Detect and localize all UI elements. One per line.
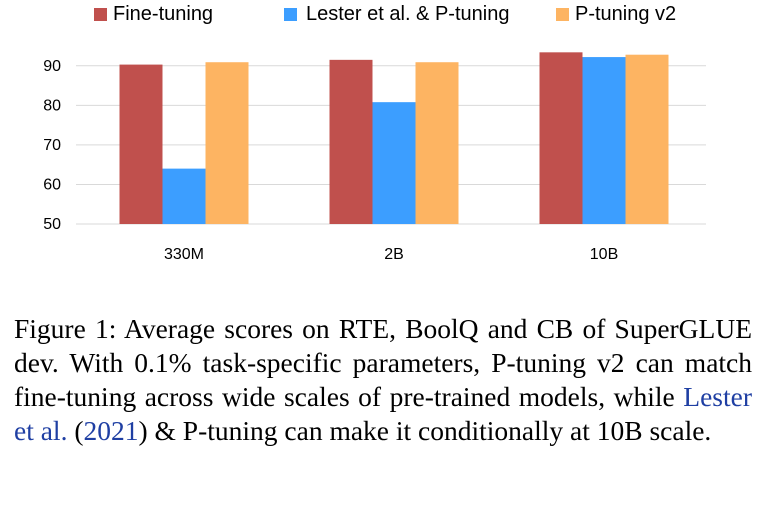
citation-author[interactable]: Lester et al. [14,381,752,446]
y-tick-label: 90 [43,58,61,75]
bar-10B-series-3 [625,54,669,224]
bar-2B-series-1 [329,59,373,224]
bar-330M-series-2 [162,168,206,224]
bar-chart: Fine-tuning Lester et al. & P-tuning P-tun… [43,3,706,263]
bar-330M-series-1 [119,64,163,224]
caption-text: Figure 1: Average scores on RTE, BoolQ a… [14,313,752,412]
legend-label-2: Lester et al. & P-tuning [306,3,509,25]
bar-2B-series-2 [372,102,416,224]
y-tick-label: 80 [43,97,61,114]
caption-text-end: & P-tuning can make it conditionally at … [147,415,712,446]
legend: Fine-tuning Lester et al. & P-tuning P-tun… [94,3,676,25]
y-axis: 50 60 70 80 90 [43,58,61,233]
y-tick-label: 50 [43,216,61,233]
x-tick-label: 2B [384,246,404,263]
x-axis: 330M 2B 10B [164,246,618,263]
legend-swatch-3 [556,8,569,21]
y-tick-label: 70 [43,137,61,154]
x-tick-label: 330M [164,246,204,263]
bars [119,52,669,225]
legend-label-3: P-tuning v2 [575,3,676,25]
citation-close: ) [138,415,148,446]
x-tick-label: 10B [590,246,618,263]
bar-2B-series-3 [415,62,459,225]
citation-open: ( [67,415,84,446]
legend-swatch-2 [284,8,297,21]
bar-330M-series-3 [205,62,249,225]
legend-swatch-1 [94,8,107,21]
citation-year[interactable]: 2021 [83,415,139,446]
figure-caption: Figure 1: Average scores on RTE, BoolQ a… [14,312,752,448]
bar-10B-series-1 [539,52,583,224]
bar-10B-series-2 [582,57,626,224]
y-tick-label: 60 [43,176,61,193]
legend-label-1: Fine-tuning [113,3,213,25]
